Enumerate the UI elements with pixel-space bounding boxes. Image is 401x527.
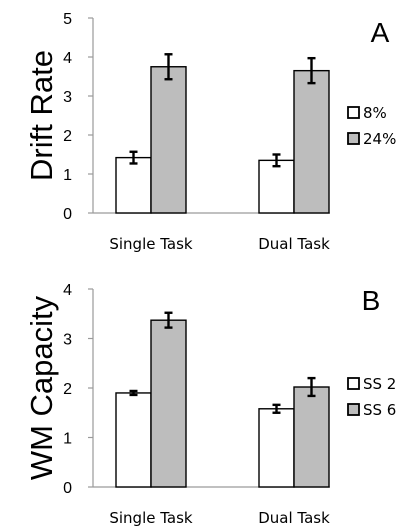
y-axis-label: WM Capacity xyxy=(24,295,59,480)
chart-panel-b: 0 1 2 3 4WM Capacity B Single Task Dual Task SS … xyxy=(24,282,396,527)
bar xyxy=(293,69,330,214)
bar xyxy=(293,386,330,488)
bar xyxy=(150,319,187,488)
y-tick-label: 4 xyxy=(63,282,72,299)
panel-label: B xyxy=(362,285,381,316)
y-tick-label: 1 xyxy=(63,167,72,184)
y-tick-label: 3 xyxy=(63,332,72,349)
legend-swatch xyxy=(347,132,360,145)
y-tick-label: 2 xyxy=(63,128,72,145)
y-tick-label: 0 xyxy=(63,206,72,223)
legend-swatch xyxy=(347,377,360,390)
x-tick-label: Dual Task xyxy=(258,235,330,253)
legend-swatch xyxy=(347,106,360,119)
legend-label: 24% xyxy=(363,130,396,148)
bar xyxy=(115,392,152,488)
legend-label: SS 6 xyxy=(363,401,396,419)
y-tick-label: 2 xyxy=(63,381,72,398)
legend-swatch xyxy=(347,403,360,416)
y-tick-label: 1 xyxy=(63,431,72,448)
legend-label: SS 2 xyxy=(363,375,396,393)
panel-label: A xyxy=(371,17,390,48)
bar xyxy=(115,156,152,214)
y-axis-label: Drift Rate xyxy=(24,50,59,181)
y-tick-label: 4 xyxy=(63,50,72,67)
y-tick-label: 3 xyxy=(63,89,72,106)
x-tick-label: Dual Task xyxy=(258,509,330,527)
x-tick-label: Single Task xyxy=(109,509,193,527)
bar xyxy=(258,159,295,214)
y-tick-label: 5 xyxy=(63,11,72,28)
legend-label: 8% xyxy=(363,104,387,122)
bar xyxy=(258,408,295,488)
chart-panel-a: 0 1 2 3 4 5 Drift Rate A Single Task Dual Task 8% 2… xyxy=(24,11,396,253)
x-tick-label: Single Task xyxy=(109,235,193,253)
y-tick-label: 0 xyxy=(63,480,72,497)
bar xyxy=(150,66,187,214)
